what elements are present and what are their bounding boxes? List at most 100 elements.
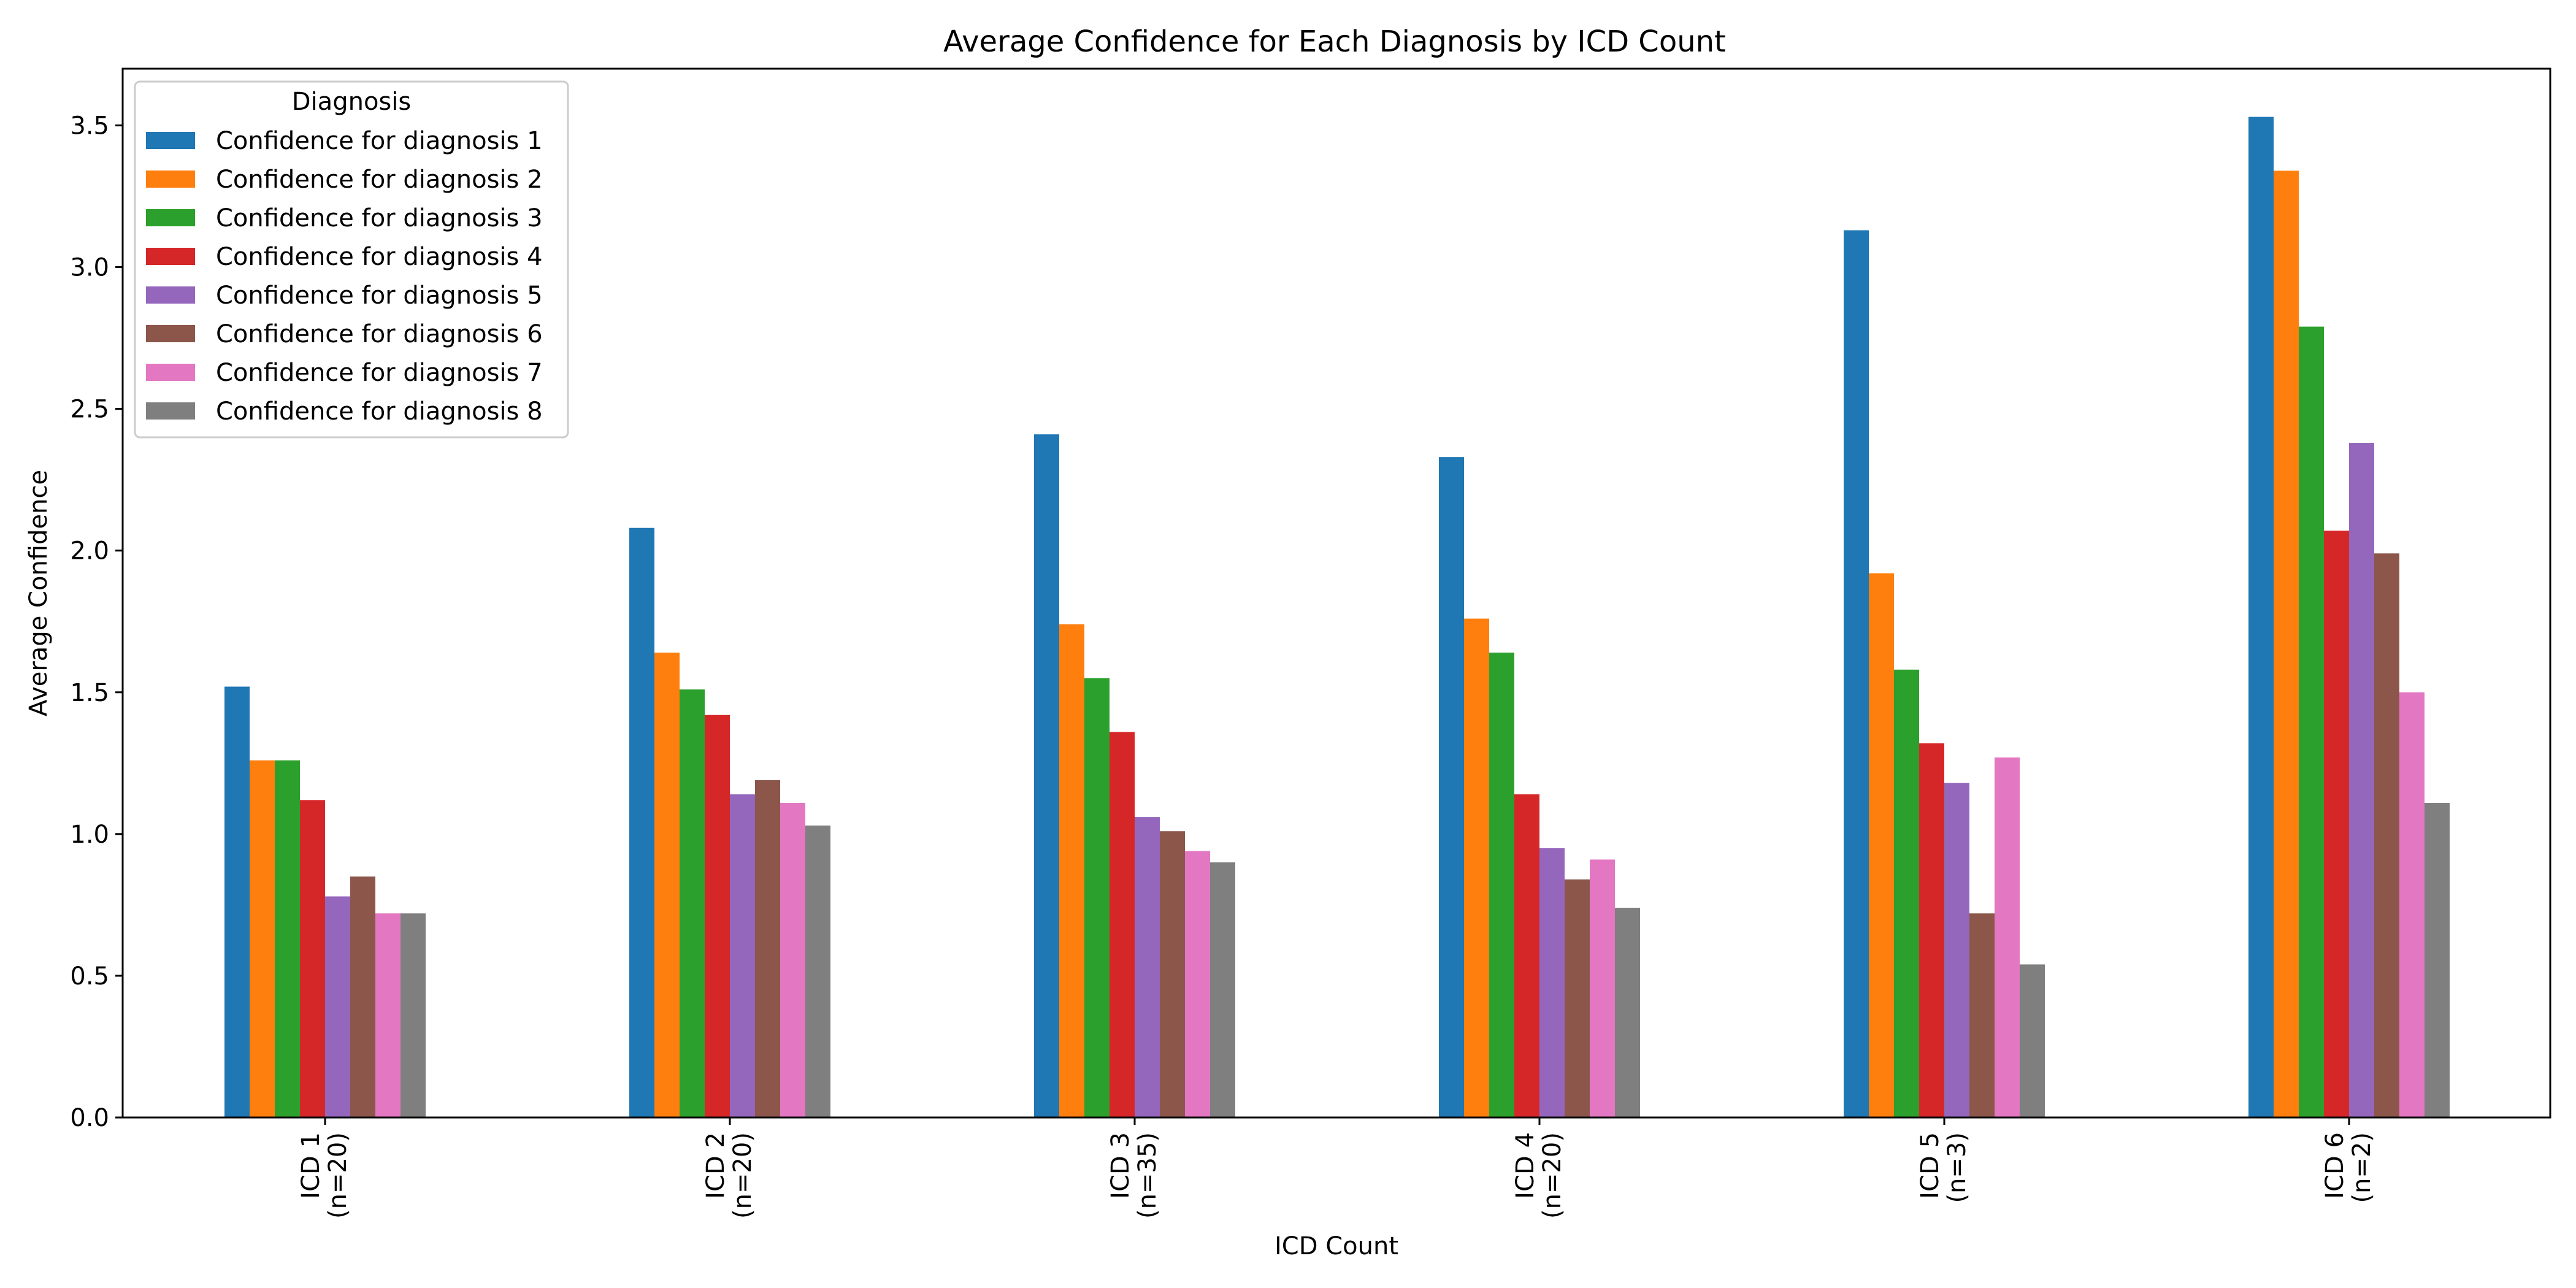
legend: Diagnosis Confidence for diagnosis 1 Confi…: [134, 80, 569, 439]
legend-label-4: Confidence for diagnosis 4: [216, 243, 543, 271]
x-tick-label: ICD 3(n=35): [1106, 1132, 1162, 1219]
bar-series-2-category-1: [250, 760, 275, 1117]
legend-label-3: Confidence for diagnosis 3: [216, 204, 543, 232]
y-tick-label: 1.0: [70, 821, 109, 849]
x-tick-label-line: ICD 2: [702, 1132, 730, 1199]
bar-series-6-category-2: [755, 780, 780, 1117]
bar-series-3-category-5: [1894, 669, 1919, 1117]
bars-layer: [224, 117, 2450, 1118]
bar-series-8-category-5: [2020, 964, 2045, 1117]
y-axis: 0.0 0.5 1.0 1.5 2.0 2.5 3.0 3.5: [70, 112, 123, 1132]
legend-swatch-4: [146, 248, 195, 265]
bar-series-1-category-1: [224, 686, 250, 1117]
x-tick-label-line: (n=20): [729, 1132, 757, 1219]
bar-series-1-category-2: [629, 527, 654, 1117]
bar-series-5-category-4: [1539, 848, 1565, 1117]
y-tick-label: 2.0: [70, 537, 109, 565]
bar-series-3-category-6: [2299, 326, 2324, 1117]
bar-series-5-category-2: [730, 794, 755, 1117]
x-tick-label-line: ICD 4: [1511, 1132, 1539, 1199]
bar-series-8-category-6: [2425, 803, 2450, 1117]
legend-swatch-1: [146, 132, 195, 149]
bar-series-5-category-5: [1944, 783, 1969, 1117]
bar-series-7-category-1: [375, 913, 401, 1117]
bar-series-4-category-3: [1110, 732, 1135, 1117]
x-tick-label-line: ICD 6: [2321, 1132, 2349, 1199]
legend-swatch-2: [146, 171, 195, 188]
bar-series-2-category-6: [2274, 171, 2299, 1117]
bar-series-4-category-6: [2324, 531, 2349, 1117]
plot-frame: [121, 67, 2551, 1119]
legend-label-6: Confidence for diagnosis 6: [216, 320, 543, 348]
bar-series-1-category-5: [1844, 230, 1869, 1118]
bar-series-4-category-4: [1514, 794, 1539, 1117]
bar-series-8-category-2: [805, 825, 830, 1117]
bar-series-1-category-6: [2248, 117, 2274, 1117]
bar-series-2-category-2: [654, 653, 680, 1117]
x-tick-label: ICD 1(n=20): [297, 1132, 352, 1219]
x-tick-label-line: (n=35): [1133, 1132, 1162, 1219]
y-tick-label: 3.0: [70, 254, 109, 282]
bar-series-6-category-4: [1565, 879, 1590, 1117]
legend-swatch-3: [146, 209, 195, 226]
x-tick-label: ICD 4(n=20): [1511, 1132, 1566, 1219]
bar-series-4-category-1: [300, 800, 325, 1117]
x-tick-label: ICD 6(n=2): [2321, 1132, 2376, 1203]
chart-title: Average Confidence for Each Diagnosis by…: [943, 25, 1726, 59]
bar-series-7-category-6: [2399, 692, 2425, 1117]
x-tick-label-line: (n=20): [1538, 1132, 1566, 1219]
x-tick-label-line: ICD 5: [1916, 1132, 1944, 1199]
legend-swatch-7: [146, 364, 195, 381]
bar-series-3-category-2: [680, 689, 705, 1117]
bar-series-7-category-2: [780, 803, 805, 1117]
legend-swatch-6: [146, 325, 195, 342]
y-tick-label: 0.5: [70, 962, 109, 991]
y-tick-label: 1.5: [70, 679, 109, 707]
bar-series-7-category-3: [1185, 851, 1210, 1117]
bar-series-5-category-1: [325, 896, 350, 1117]
bar-series-3-category-1: [275, 760, 300, 1117]
legend-title: Diagnosis: [292, 88, 411, 116]
bar-series-2-category-3: [1059, 624, 1084, 1117]
bar-series-3-category-3: [1084, 678, 1110, 1117]
bar-series-8-category-4: [1615, 908, 1640, 1117]
x-tick-label-line: ICD 3: [1106, 1132, 1135, 1199]
bar-series-3-category-4: [1489, 653, 1514, 1117]
legend-label-5: Confidence for diagnosis 5: [216, 282, 543, 310]
legend-label-2: Confidence for diagnosis 2: [216, 166, 543, 194]
bar-series-6-category-5: [1969, 913, 1995, 1117]
bar-series-2-category-5: [1869, 573, 1894, 1117]
y-tick-label: 3.5: [70, 112, 109, 140]
bar-series-7-category-5: [1995, 757, 2020, 1117]
legend-box: [134, 80, 569, 439]
x-tick-label: ICD 2(n=20): [702, 1132, 757, 1219]
x-axis: ICD 1(n=20) ICD 2(n=20) ICD 3(n=35) ICD 4(n…: [297, 1117, 2376, 1219]
x-tick-label-line: (n=20): [324, 1132, 352, 1219]
bar-series-1-category-4: [1439, 457, 1464, 1118]
legend-label-8: Confidence for diagnosis 8: [216, 397, 543, 426]
bar-series-2-category-4: [1464, 618, 1489, 1117]
bar-series-8-category-1: [401, 913, 426, 1117]
legend-label-7: Confidence for diagnosis 7: [216, 359, 543, 387]
bar-series-6-category-6: [2374, 553, 2399, 1117]
x-tick-label-line: ICD 1: [297, 1132, 325, 1199]
bar-series-6-category-1: [350, 876, 375, 1117]
y-tick-label: 0.0: [70, 1104, 109, 1132]
x-axis-label: ICD Count: [1275, 1232, 1398, 1260]
bar-series-7-category-4: [1590, 859, 1615, 1117]
legend-swatch-8: [146, 402, 195, 420]
bar-series-5-category-6: [2349, 443, 2374, 1117]
x-tick-label-line: (n=3): [1943, 1132, 1971, 1203]
legend-label-1: Confidence for diagnosis 1: [216, 127, 543, 155]
y-tick-label: 2.5: [70, 396, 109, 424]
bar-series-4-category-2: [705, 715, 730, 1117]
bar-series-1-category-3: [1034, 434, 1059, 1117]
bar-series-8-category-3: [1210, 862, 1235, 1117]
x-tick-label: ICD 5(n=3): [1916, 1132, 1971, 1203]
x-tick-label-line: (n=2): [2348, 1132, 2376, 1203]
bar-series-6-category-3: [1160, 831, 1185, 1117]
legend-swatch-5: [146, 286, 195, 304]
bar-series-4-category-5: [1919, 743, 1944, 1117]
bar-series-5-category-3: [1135, 817, 1160, 1117]
